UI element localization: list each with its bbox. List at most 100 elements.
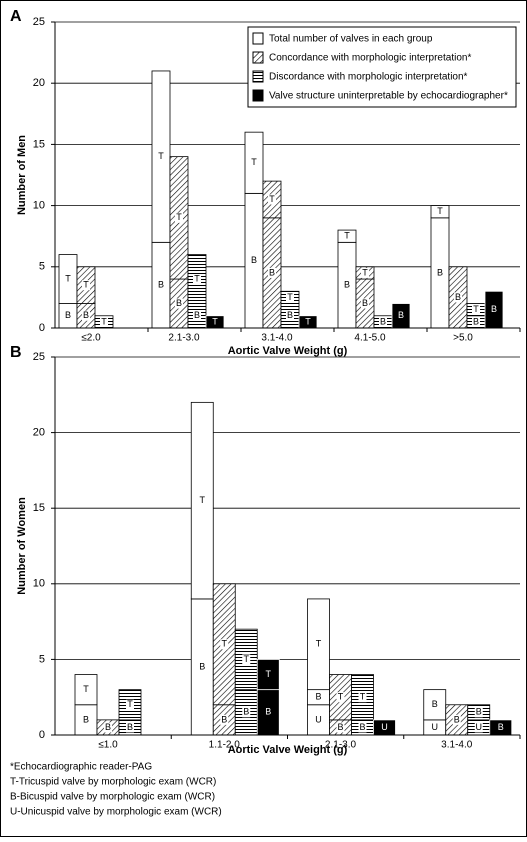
y-tick-label: 20	[33, 427, 45, 439]
segment-label: B	[269, 267, 275, 277]
label-bg	[126, 699, 134, 710]
y-axis-label: Number of Men	[16, 135, 28, 215]
segment-label: T	[83, 684, 89, 694]
label-bg	[361, 267, 369, 278]
segment-label: U	[381, 722, 388, 732]
segment-label: T	[360, 692, 366, 702]
label-bg	[336, 692, 345, 703]
x-tick-label: ≤2.0	[81, 333, 101, 344]
segment-label: T	[316, 639, 322, 649]
label-bg	[268, 267, 276, 278]
segment-label: B	[455, 292, 461, 302]
label-bg	[472, 304, 480, 315]
x-tick-label: 3.1-4.0	[441, 740, 473, 751]
segment-label: B	[337, 722, 343, 732]
segment-label: B	[199, 661, 205, 671]
segment-label: T	[101, 316, 107, 326]
x-tick-label: >5.0	[453, 333, 473, 344]
segment-label: T	[200, 495, 206, 505]
segment-label: U	[476, 722, 483, 732]
footnote: B-Bicuspid valve by morphologic exam (WC…	[10, 792, 215, 803]
footnote: T-Tricuspid valve by morphologic exam (W…	[10, 777, 216, 788]
segment-label: T	[266, 669, 272, 679]
segment-label: U	[315, 714, 322, 724]
y-tick-label: 0	[39, 729, 45, 741]
label-bg	[379, 316, 387, 327]
label-bg	[242, 707, 251, 718]
segment-label: T	[65, 273, 71, 283]
segment-label: B	[491, 304, 497, 314]
x-tick-label: 1.1-2.0	[209, 740, 241, 751]
segment-label: U	[432, 722, 439, 732]
segment-label: B	[65, 310, 71, 320]
label-bg	[436, 267, 444, 278]
label-bg	[82, 280, 90, 291]
y-tick-label: 15	[33, 502, 45, 514]
legend-swatch	[252, 51, 264, 64]
y-tick-label: 10	[33, 200, 45, 212]
label-bg	[220, 714, 229, 725]
label-bg	[193, 274, 201, 285]
segment-label: B	[380, 316, 386, 326]
segment-label: T	[287, 292, 293, 302]
segment-label: B	[498, 722, 504, 732]
label-bg	[314, 714, 323, 725]
label-bg	[250, 255, 258, 266]
legend-swatch	[252, 70, 264, 83]
label-bg	[436, 206, 444, 217]
segment-label: B	[437, 267, 443, 277]
x-tick-label: 2.1-3.0	[168, 333, 200, 344]
label-bg	[157, 280, 165, 291]
label-bg	[314, 692, 323, 703]
label-bg	[343, 231, 351, 242]
segment-label: B	[287, 310, 293, 320]
label-bg	[175, 212, 183, 223]
label-bg	[454, 292, 462, 303]
footnote: *Echocardiographic reader-PAG	[10, 762, 152, 773]
segment-label: T	[437, 206, 443, 216]
label-bg	[472, 316, 480, 327]
legend-label: Discordance with morphologic interpretat…	[269, 72, 468, 83]
label-bg	[430, 699, 439, 710]
segment-label: B	[265, 707, 271, 717]
legend-box	[247, 26, 517, 108]
x-tick-label: ≤1.0	[98, 740, 118, 751]
label-bg	[242, 654, 251, 665]
segment-label: T	[344, 231, 350, 241]
segment-label: B	[127, 722, 133, 732]
label-bg	[82, 684, 90, 695]
segment-label: B	[432, 699, 438, 709]
x-tick-label: 3.1-4.0	[261, 333, 293, 344]
segment-label: B	[105, 722, 111, 732]
segment-label: T	[158, 151, 164, 161]
label-bg	[250, 157, 258, 168]
label-bg	[64, 274, 72, 285]
label-bg	[198, 495, 207, 506]
segment-label: T	[269, 194, 275, 204]
segment-label: B	[176, 298, 182, 308]
y-tick-label: 5	[39, 261, 45, 273]
segment-label: T	[222, 639, 228, 649]
label-bg	[104, 722, 112, 733]
y-tick-label: 0	[39, 322, 45, 334]
segment-label: B	[476, 707, 482, 717]
segment-label: B	[398, 310, 404, 320]
segment-label: B	[221, 714, 227, 724]
segment-label: B	[315, 692, 321, 702]
label-bg	[198, 661, 207, 672]
bar-segment	[256, 659, 280, 691]
footnote: U-Unicuspid valve by morphologic exam (W…	[10, 807, 222, 818]
label-bg	[430, 722, 439, 733]
panel-label: A	[10, 8, 22, 25]
label-bg	[474, 707, 483, 718]
label-bg	[286, 310, 294, 321]
segment-label: B	[158, 280, 164, 290]
label-bg	[452, 714, 461, 725]
segment-label: B	[344, 280, 350, 290]
segment-label: T	[176, 212, 182, 222]
label-bg	[100, 316, 108, 327]
segment-label: T	[251, 157, 257, 167]
label-bg	[286, 292, 294, 303]
label-bg	[64, 310, 72, 321]
